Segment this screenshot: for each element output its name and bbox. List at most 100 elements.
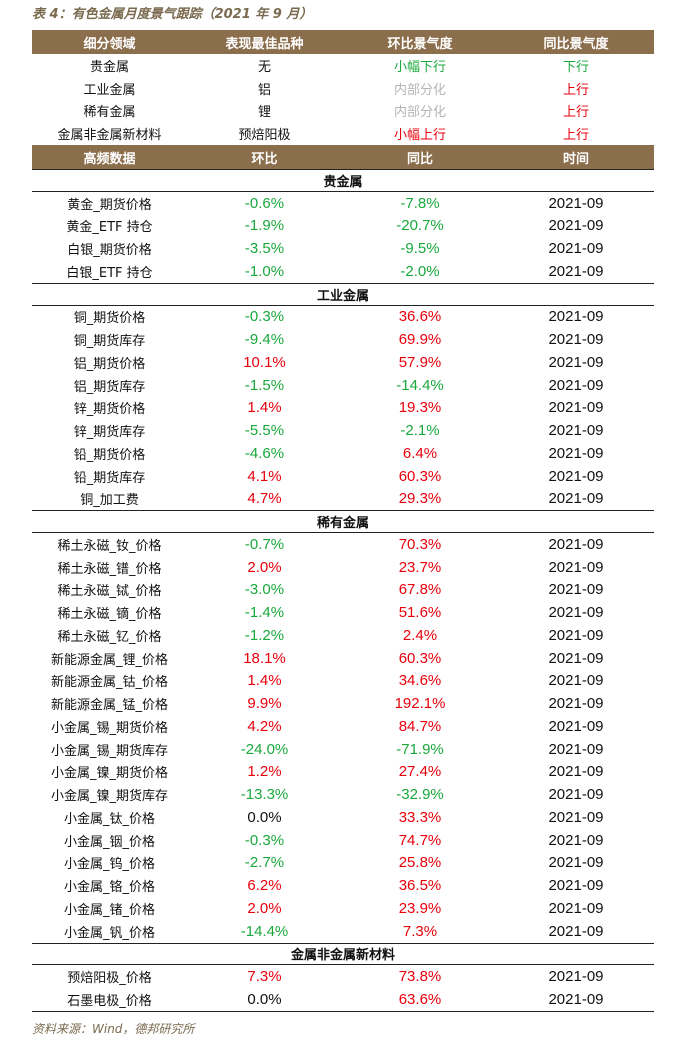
yoy-cell: -9.5%: [400, 240, 440, 258]
mom-cell: -2.7%: [244, 854, 285, 872]
time-cell: 2021-09: [548, 262, 604, 280]
summary-row: 稀有金属 锂 内部分化 上行: [32, 100, 654, 123]
table-row: 白银_ETF 持仓 -1.0% -2.0% 2021-09: [32, 260, 654, 283]
best-item-cell: 预焙阳极: [238, 128, 291, 144]
table-row: 小金属_锡_期货价格 4.2% 84.7% 2021-09: [32, 715, 654, 738]
domain-cell: 贵金属: [89, 59, 129, 75]
item-name-cell: 白银_期货价格: [67, 243, 152, 259]
mom-cell: 4.7%: [247, 490, 282, 508]
yoy-cell: -2.1%: [400, 422, 440, 440]
yoy-trend-cell: 上行: [562, 82, 589, 98]
item-name-cell: 铜_加工费: [80, 493, 139, 509]
mom-cell: 18.1%: [243, 649, 286, 667]
yoy-cell: -20.7%: [396, 217, 444, 235]
yoy-cell: 84.7%: [398, 717, 442, 735]
table-row: 小金属_锗_价格 2.0% 23.9% 2021-09: [32, 897, 654, 920]
item-name-cell: 小金属_钒_价格: [63, 925, 155, 941]
item-name-cell: 锌_期货价格: [73, 402, 146, 418]
section-header: 金属非金属新材料: [32, 942, 654, 966]
table-row: 小金属_锡_期货库存 -24.0% -71.9% 2021-09: [32, 738, 654, 761]
time-cell: 2021-09: [548, 717, 604, 735]
mom-cell: 2.0%: [247, 899, 282, 917]
section-header: 贵金属: [32, 169, 654, 192]
mom-cell: -0.3%: [244, 308, 285, 326]
time-cell: 2021-09: [548, 422, 604, 440]
time-cell: 2021-09: [548, 558, 604, 576]
summary-body: 贵金属无小幅下行 下行 工业金属铝内部分化 上行 稀有金属锂内部分化 上行 金属非金属新材料…: [32, 54, 654, 145]
time-cell: 2021-09: [548, 672, 604, 690]
table-row: 铅_期货库存 4.1% 60.3% 2021-09: [32, 465, 654, 488]
table-row: 锌_期货价格 1.4% 19.3% 2021-09: [32, 397, 654, 420]
mom-cell: 0.0%: [247, 990, 282, 1008]
table-row: 小金属_镍_期货价格 1.2% 27.4% 2021-09: [32, 761, 654, 784]
yoy-cell: 34.6%: [398, 672, 442, 690]
item-name-cell: 新能源金属_锂_价格: [50, 652, 168, 668]
time-cell: 2021-09: [548, 308, 604, 326]
time-cell: 2021-09: [548, 786, 604, 804]
mom-cell: -3.5%: [244, 240, 285, 258]
item-name-cell: 小金属_镍_期货库存: [50, 789, 168, 805]
data-body: 贵金属 黄金_期货价格 -0.6% -7.8% 2021-09 黄金_ETF 持仓 -1.9…: [32, 169, 654, 1012]
best-item-cell: 锂: [257, 105, 271, 121]
mom-trend-cell: 内部分化: [393, 105, 446, 121]
table-row: 铜_期货价格 -0.3% 36.6% 2021-09: [32, 306, 654, 329]
table-row: 新能源金属_锂_价格 18.1% 60.3% 2021-09: [32, 647, 654, 670]
mom-cell: -0.6%: [244, 194, 285, 212]
table-row: 小金属_铬_价格 6.2% 36.5% 2021-09: [32, 874, 654, 897]
time-cell: 2021-09: [548, 649, 604, 667]
time-cell: 2021-09: [548, 240, 604, 258]
yoy-cell: 2.4%: [402, 626, 438, 644]
item-name-cell: 小金属_锡_期货库存: [50, 743, 168, 759]
yoy-cell: 23.7%: [398, 558, 442, 576]
yoy-cell: -2.0%: [400, 262, 440, 280]
yoy-cell: 27.4%: [398, 763, 442, 781]
time-cell: 2021-09: [548, 217, 604, 235]
domain-cell: 金属非金属新材料: [57, 128, 162, 144]
header-cell: 同比景气度: [543, 36, 609, 52]
yoy-cell: 51.6%: [398, 604, 442, 622]
summary-header-row: 细分领域 表现最佳品种 环比景气度 同比景气度: [32, 30, 654, 54]
mom-cell: 9.9%: [247, 695, 282, 713]
mom-cell: 0.0%: [247, 808, 282, 826]
time-cell: 2021-09: [548, 490, 604, 508]
yoy-trend-cell: 上行: [562, 128, 589, 144]
item-name-cell: 铅_期货价格: [73, 447, 146, 463]
yoy-cell: -71.9%: [396, 740, 444, 758]
item-name-cell: 稀土永磁_镝_价格: [57, 607, 162, 623]
mom-cell: 2.0%: [247, 558, 282, 576]
item-name-cell: 石墨电极_价格: [67, 993, 152, 1009]
mom-cell: 6.2%: [247, 877, 282, 895]
yoy-trend-cell: 上行: [562, 105, 589, 121]
item-name-cell: 小金属_钨_价格: [63, 857, 155, 873]
table-row: 小金属_铟_价格 -0.3% 74.7% 2021-09: [32, 829, 654, 852]
yoy-cell: 7.3%: [402, 922, 438, 940]
yoy-cell: -7.8%: [400, 194, 440, 212]
header-cell: 表现最佳品种: [225, 36, 304, 52]
yoy-cell: 74.7%: [398, 831, 442, 849]
yoy-cell: 70.3%: [398, 535, 442, 553]
item-name-cell: 新能源金属_锰_价格: [50, 698, 168, 714]
table-row: 小金属_钒_价格 -14.4% 7.3% 2021-09: [32, 920, 654, 943]
yoy-cell: -32.9%: [396, 786, 444, 804]
item-name-cell: 小金属_镍_期货价格: [50, 766, 168, 782]
best-item-cell: 无: [257, 59, 271, 75]
yoy-cell: 57.9%: [398, 353, 442, 371]
yoy-cell: 19.3%: [398, 399, 442, 417]
table-row: 铝_期货库存 -1.5% -14.4% 2021-09: [32, 374, 654, 397]
table-row: 稀土永磁_钕_价格 -0.7% 70.3% 2021-09: [32, 533, 654, 556]
data-header-row: 高频数据 环比 同比 时间: [32, 145, 654, 169]
time-cell: 2021-09: [548, 877, 604, 895]
time-cell: 2021-09: [548, 376, 604, 394]
best-item-cell: 铝: [257, 82, 271, 98]
table-row: 铅_期货价格 -4.6% 6.4% 2021-09: [32, 442, 654, 465]
table-row: 新能源金属_锰_价格 9.9% 192.1% 2021-09: [32, 692, 654, 715]
mom-cell: 4.1%: [247, 467, 282, 485]
time-cell: 2021-09: [548, 467, 604, 485]
item-name-cell: 锌_期货库存: [73, 425, 146, 441]
time-cell: 2021-09: [548, 194, 604, 212]
item-name-cell: 黄金_ETF 持仓: [66, 220, 153, 236]
summary-row: 金属非金属新材料 预焙阳极 小幅上行 上行: [32, 122, 654, 145]
header-cell: 高频数据: [83, 151, 136, 167]
time-cell: 2021-09: [548, 968, 604, 986]
section-header: 工业金属: [32, 282, 654, 306]
